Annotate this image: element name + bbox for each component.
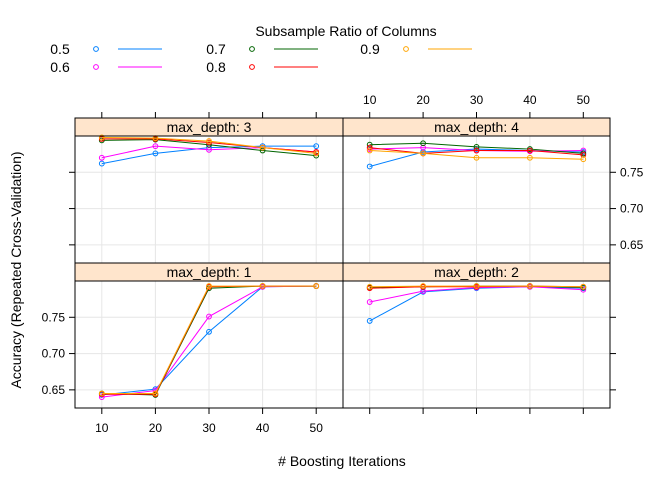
series-line [101, 136, 317, 154]
y-tick-label: 0.65 [620, 238, 644, 252]
x-tick-label: 10 [95, 421, 109, 435]
data-point [527, 147, 533, 154]
data-point [366, 144, 373, 151]
y-tick-label: 0.75 [42, 310, 66, 324]
panel-strip-label: max_depth: 2 [434, 264, 519, 280]
y-tick-label: 0.75 [620, 165, 644, 179]
data-point [580, 156, 587, 163]
legend-label: 0.9 [360, 41, 380, 57]
data-point [259, 144, 266, 151]
data-point [473, 143, 480, 150]
data-point [206, 328, 212, 335]
panel: max_depth: 4 [342, 117, 611, 264]
legend-title: Subsample Ratio of Columns [255, 23, 436, 39]
data-point [420, 140, 427, 147]
series-line [369, 285, 584, 288]
data-point [313, 150, 320, 157]
legend-entry: 0.6 [50, 59, 162, 75]
data-point [366, 299, 373, 305]
legend-marker [249, 64, 255, 70]
data-point [420, 150, 427, 157]
y-tick-label: 0.70 [620, 202, 644, 216]
data-point [580, 283, 587, 290]
legend-marker [93, 46, 99, 52]
legend-entry: 0.9 [360, 41, 472, 57]
data-point [98, 394, 105, 401]
data-point [366, 283, 373, 290]
series-line [369, 147, 584, 156]
series-line [369, 150, 584, 160]
data-point [259, 283, 266, 289]
data-point [98, 390, 105, 397]
data-point [152, 390, 159, 397]
data-point [313, 283, 320, 289]
legend: Subsample Ratio of Columns 0.5 0.6 0.7 0.8 0… [50, 23, 472, 75]
data-point [313, 143, 320, 150]
panel: max_depth: 3 [74, 117, 344, 264]
data-point [366, 163, 373, 170]
x-tick-label: 30 [202, 421, 216, 435]
x-axis-label: # Boosting Iterations [278, 453, 406, 469]
series-line [101, 285, 317, 394]
data-point [420, 283, 427, 289]
x-tick-label: 50 [310, 421, 324, 435]
data-point [366, 147, 373, 154]
panel: max_depth: 1 [74, 262, 344, 409]
x-tick-label: 40 [523, 93, 537, 107]
data-point [206, 283, 212, 289]
data-point [206, 138, 212, 144]
panel-strip-label: max_depth: 3 [167, 119, 252, 135]
panel-strip-label: max_depth: 4 [434, 119, 519, 135]
data-point [206, 313, 212, 320]
data-point [366, 141, 373, 148]
series-line [369, 142, 584, 154]
data-point [527, 154, 533, 161]
data-point [152, 143, 159, 150]
x-tick-label: 10 [363, 93, 377, 107]
data-point [366, 318, 373, 324]
x-tick-label: 40 [256, 421, 270, 435]
legend-label: 0.5 [50, 41, 70, 57]
legend-entry: 0.8 [206, 59, 318, 75]
data-point [98, 154, 105, 161]
x-tick-label: 20 [416, 93, 430, 107]
legend-entry: 0.7 [206, 41, 318, 57]
legend-marker [403, 46, 409, 52]
series-line [369, 286, 584, 303]
y-axis-label: Accuracy (Repeated Cross-Validation) [8, 151, 24, 388]
legend-marker [249, 46, 255, 52]
legend-entry: 0.5 [50, 41, 162, 57]
y-tick-label: 0.70 [42, 347, 66, 361]
data-point [473, 154, 480, 161]
legend-marker [93, 64, 99, 70]
panel-strip-label: max_depth: 1 [167, 264, 252, 280]
y-tick-label: 0.65 [42, 383, 66, 397]
legend-label: 0.8 [206, 59, 226, 75]
x-tick-label: 20 [149, 421, 163, 435]
data-point [473, 283, 480, 289]
data-point [98, 160, 105, 167]
x-tick-label: 50 [577, 93, 591, 107]
data-point [98, 134, 105, 141]
data-point [473, 147, 480, 154]
legend-label: 0.7 [206, 41, 226, 57]
data-point [152, 150, 159, 157]
legend-label: 0.6 [50, 59, 70, 75]
panel: max_depth: 2 [342, 262, 611, 409]
data-point [527, 283, 533, 289]
x-tick-label: 30 [470, 93, 484, 107]
